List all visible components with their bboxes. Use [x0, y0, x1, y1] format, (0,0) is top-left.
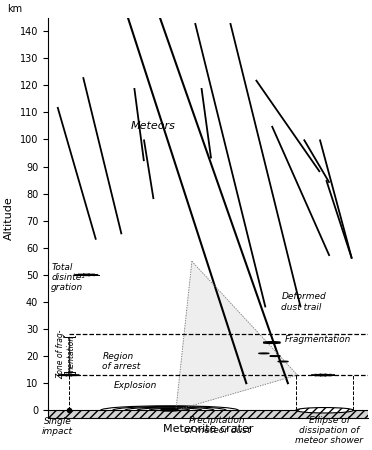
Polygon shape	[176, 261, 298, 410]
Text: Precipitation
of meteor dust: Precipitation of meteor dust	[184, 416, 251, 435]
Text: Total
disinte-
gration: Total disinte- gration	[51, 263, 85, 293]
Text: Fragmentation: Fragmentation	[285, 335, 351, 344]
Text: Deformed
dust trail: Deformed dust trail	[282, 292, 326, 312]
Text: Region
of arrest: Region of arrest	[102, 352, 141, 371]
Circle shape	[62, 374, 75, 376]
X-axis label: Meteorite crater: Meteorite crater	[163, 424, 253, 434]
Text: Explosion: Explosion	[113, 382, 157, 391]
Text: km: km	[7, 4, 22, 13]
Bar	[48, 410, 368, 419]
Ellipse shape	[296, 408, 353, 413]
Text: Zone of frag-
mentation: Zone of frag- mentation	[56, 330, 75, 379]
Circle shape	[79, 274, 93, 275]
Text: Single
impact: Single impact	[42, 417, 73, 436]
Circle shape	[316, 374, 330, 376]
Circle shape	[161, 410, 179, 411]
Text: Meteors: Meteors	[131, 121, 176, 131]
Y-axis label: Altitude: Altitude	[4, 196, 14, 240]
Text: Ellipse of
dissipation of
meteor shower: Ellipse of dissipation of meteor shower	[295, 416, 363, 446]
